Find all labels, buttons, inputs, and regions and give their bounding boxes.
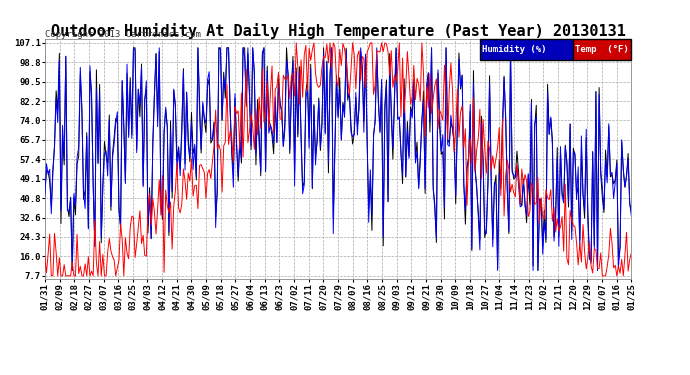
Text: Copyright 2013 Cartronics.com: Copyright 2013 Cartronics.com <box>45 30 201 39</box>
Title: Outdoor Humidity At Daily High Temperature (Past Year) 20130131: Outdoor Humidity At Daily High Temperatu… <box>50 23 626 39</box>
Text: Temp  (°F): Temp (°F) <box>575 45 629 54</box>
Text: Humidity (%): Humidity (%) <box>482 45 546 54</box>
